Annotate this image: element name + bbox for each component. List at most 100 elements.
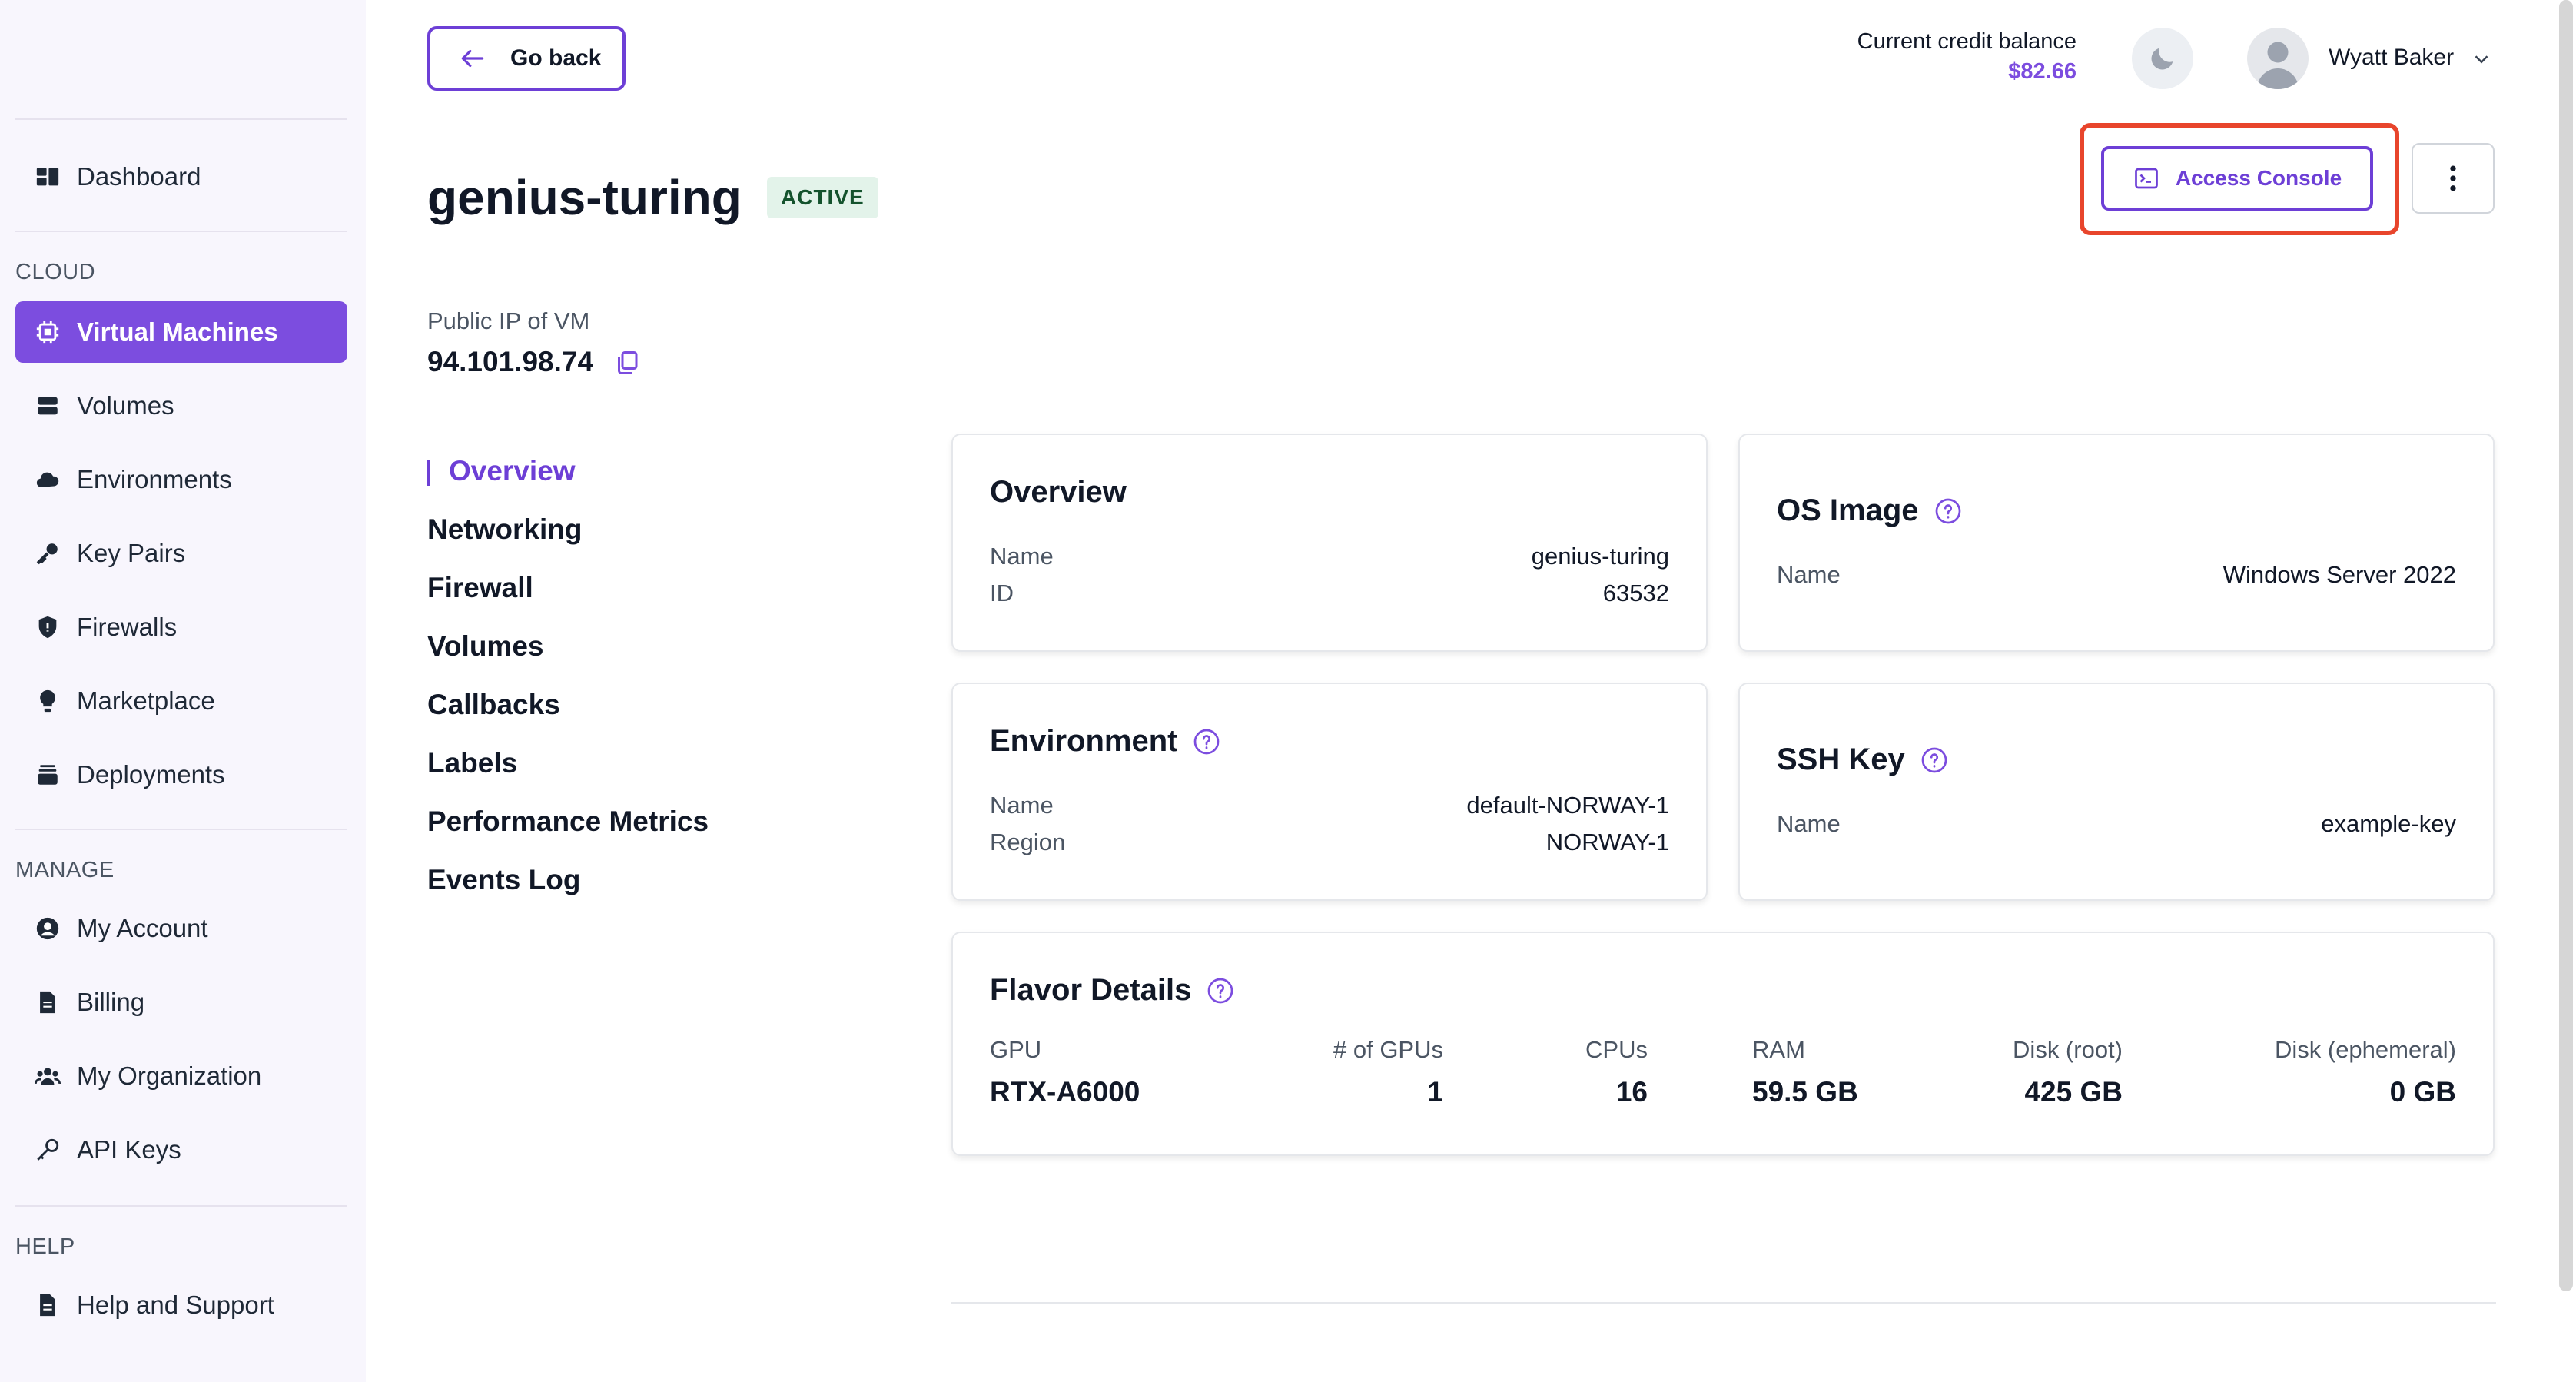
sidebar-item-label: Virtual Machines: [77, 317, 278, 346]
copy-icon[interactable]: [613, 349, 641, 377]
sidebar: Dashboard CLOUD Virtual Machines Volumes…: [0, 0, 366, 1382]
page-title: genius-turing: [427, 170, 742, 225]
sidebar-item-volumes[interactable]: Volumes: [15, 375, 347, 437]
card-title: Overview: [990, 475, 1127, 509]
flavor-column-disk-ephemeral: Disk (ephemeral) 0 GB: [2275, 1036, 2456, 1108]
scrollbar[interactable]: [2559, 0, 2573, 1291]
moon-icon: [2151, 48, 2173, 70]
sidebar-item-firewalls[interactable]: Firewalls: [15, 596, 347, 658]
row-value: Windows Server 2022: [2222, 561, 2456, 588]
public-ip-label: Public IP of VM: [427, 307, 590, 334]
chevron-down-icon[interactable]: [2470, 48, 2493, 71]
help-icon[interactable]: [1207, 977, 1234, 1005]
go-back-button[interactable]: Go back: [427, 26, 626, 91]
document-icon: [34, 1291, 61, 1319]
flavor-column-disk-root: Disk (root) 425 GB: [2013, 1036, 2123, 1108]
sidebar-item-label: API Keys: [77, 1135, 181, 1164]
card-title-wrap: SSH Key: [1777, 742, 1948, 777]
avatar[interactable]: [2247, 28, 2309, 89]
help-icon[interactable]: [1193, 728, 1220, 756]
sidebar-divider: [15, 231, 347, 232]
row-label: Name: [1777, 810, 1841, 837]
row-value: NORWAY-1: [1545, 829, 1669, 855]
row-label: Region: [990, 829, 1066, 855]
sidebar-item-label: Key Pairs: [77, 539, 186, 567]
user-name[interactable]: Wyatt Baker: [2329, 45, 2455, 70]
user-avatar-icon: [2257, 42, 2299, 89]
user-circle-icon: [34, 915, 61, 942]
credit-balance-label: Current credit balance: [1857, 29, 2076, 54]
go-back-label: Go back: [510, 45, 602, 71]
ssh-key-card: SSH Key Name example-key: [1738, 683, 2495, 901]
section-nav-networking[interactable]: Networking: [427, 513, 583, 545]
flavor-value: 16: [1615, 1076, 1648, 1108]
layers-icon: [34, 761, 61, 789]
terminal-icon: [2134, 168, 2158, 189]
section-nav-performance-metrics[interactable]: Performance Metrics: [427, 806, 709, 837]
sidebar-item-marketplace[interactable]: Marketplace: [15, 670, 347, 732]
highlight-annotation: [2080, 123, 2399, 235]
credit-balance: Current credit balance $82.66: [1857, 29, 2076, 85]
row-value: genius-turing: [1531, 543, 1669, 570]
flavor-value: 59.5 GB: [1752, 1076, 1858, 1108]
public-ip-value: 94.101.98.74: [427, 346, 594, 377]
help-icon[interactable]: [1934, 497, 1962, 525]
users-icon: [34, 1062, 61, 1090]
environment-card: Environment Name default-NORWAY-1 Region…: [951, 683, 1708, 901]
card-title: OS Image: [1777, 493, 1919, 527]
sidebar-item-environments[interactable]: Environments: [15, 449, 347, 510]
arrow-left-icon: [461, 49, 484, 68]
flavor-label: Disk (root): [2013, 1036, 2123, 1063]
flavor-column-cpus: CPUs 16: [1585, 1036, 1648, 1108]
access-console-button[interactable]: Access Console: [2101, 146, 2373, 211]
section-nav-overview[interactable]: Overview: [427, 455, 576, 487]
sidebar-item-my-organization[interactable]: My Organization: [15, 1045, 347, 1107]
sidebar-item-help-and-support[interactable]: Help and Support: [15, 1274, 347, 1336]
key-icon: [34, 540, 61, 567]
sidebar-item-dashboard[interactable]: Dashboard: [15, 146, 347, 208]
sidebar-item-label: Deployments: [77, 760, 225, 789]
help-icon[interactable]: [1920, 746, 1948, 774]
overview-card: Overview Name genius-turing ID 63532: [951, 434, 1708, 652]
more-options-button[interactable]: [2412, 143, 2495, 214]
sidebar-item-api-keys[interactable]: API Keys: [15, 1119, 347, 1181]
sidebar-section-cloud: CLOUD: [15, 260, 96, 284]
sidebar-divider: [15, 1205, 347, 1207]
key-outline-icon: [34, 1136, 61, 1164]
sidebar-item-my-account[interactable]: My Account: [15, 898, 347, 959]
sidebar-divider: [15, 118, 347, 120]
row-label: Name: [990, 543, 1054, 570]
sidebar-item-label: Billing: [77, 988, 145, 1016]
sidebar-item-virtual-machines[interactable]: Virtual Machines: [15, 301, 347, 363]
card-title-wrap: Flavor Details: [990, 973, 1234, 1008]
sidebar-item-label: My Organization: [77, 1061, 262, 1090]
flavor-label: RAM: [1752, 1036, 1805, 1063]
section-nav-volumes[interactable]: Volumes: [427, 630, 544, 662]
row-label: Name: [990, 792, 1054, 819]
section-nav-callbacks[interactable]: Callbacks: [427, 689, 560, 720]
shield-icon: [34, 613, 61, 641]
flavor-details-card: Flavor Details GPU RTX-A6000 # of GPUs 1…: [951, 932, 2495, 1156]
credit-balance-value: $82.66: [2008, 59, 2076, 84]
flavor-column-gpu-count: # of GPUs 1: [1333, 1036, 1443, 1108]
lightbulb-icon: [34, 687, 61, 715]
section-nav-labels[interactable]: Labels: [427, 747, 518, 779]
section-nav-firewall[interactable]: Firewall: [427, 572, 533, 603]
flavor-value: 0 GB: [2389, 1076, 2456, 1108]
sidebar-item-key-pairs[interactable]: Key Pairs: [15, 523, 347, 584]
row-label: ID: [990, 580, 1014, 606]
flavor-label: GPU: [990, 1036, 1042, 1063]
flavor-value: 425 GB: [2024, 1076, 2123, 1108]
flavor-column-gpu: GPU RTX-A6000: [990, 1036, 1140, 1108]
flavor-value: RTX-A6000: [990, 1076, 1140, 1108]
sidebar-item-deployments[interactable]: Deployments: [15, 744, 347, 806]
sidebar-item-billing[interactable]: Billing: [15, 972, 347, 1033]
sidebar-divider: [15, 829, 347, 830]
section-nav-events-log[interactable]: Events Log: [427, 864, 581, 895]
document-icon: [34, 988, 61, 1016]
theme-toggle-button[interactable]: [2132, 28, 2193, 89]
flavor-column-ram: RAM 59.5 GB: [1752, 1036, 1858, 1108]
row-value: 63532: [1602, 580, 1669, 606]
sidebar-item-label: Marketplace: [77, 686, 215, 715]
kebab-menu-icon: [2450, 165, 2456, 191]
